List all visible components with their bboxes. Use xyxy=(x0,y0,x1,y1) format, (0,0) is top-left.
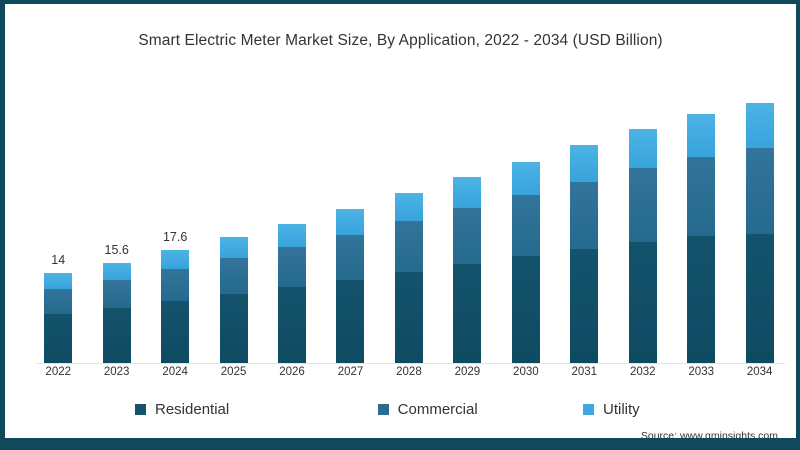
bar-segment-commercial[interactable] xyxy=(570,181,599,249)
x-axis-tick-2025: 2025 xyxy=(220,366,247,378)
legend-swatch-icon xyxy=(583,403,594,415)
bar-segment-utility[interactable] xyxy=(278,223,307,247)
x-axis-tick-2024: 2024 xyxy=(162,366,188,378)
stacked-bar[interactable] xyxy=(219,237,248,363)
bar-segment-commercial[interactable] xyxy=(278,246,307,288)
bar-segment-commercial[interactable] xyxy=(511,195,540,257)
x-axis-labels: 2022 2023 2024 2025 2026 2027 2028 2029 2030 2031… xyxy=(29,366,789,386)
stacked-bar[interactable] xyxy=(44,273,73,363)
bar-group xyxy=(615,74,670,363)
bar-group: 14 xyxy=(31,74,86,363)
bar-segment-residential[interactable] xyxy=(453,264,482,363)
bar-segment-commercial[interactable] xyxy=(219,258,248,295)
stacked-bar[interactable] xyxy=(628,128,657,363)
stacked-bar[interactable] xyxy=(102,262,131,363)
bar-segment-utility[interactable] xyxy=(102,262,131,281)
bar-group xyxy=(732,74,787,363)
bar-segment-utility[interactable] xyxy=(219,237,248,259)
legend-item-commercial[interactable]: Commercial xyxy=(377,400,583,418)
stacked-bar[interactable] xyxy=(453,177,482,363)
bar-segment-commercial[interactable] xyxy=(394,221,423,272)
source-note: Source: www.gminsights.com xyxy=(640,430,778,442)
x-axis-tick-2023: 2023 xyxy=(103,366,130,378)
bar-segment-utility[interactable] xyxy=(687,113,716,157)
bar-group xyxy=(557,74,612,363)
stacked-bar[interactable] xyxy=(336,208,365,363)
chart-title: Smart Electric Meter Market Size, By App… xyxy=(138,32,663,49)
bar-segment-utility[interactable] xyxy=(745,102,774,148)
bar-group xyxy=(498,74,553,363)
bar-segment-residential[interactable] xyxy=(336,279,365,363)
bar-value-label: 17.6 xyxy=(162,229,188,244)
x-axis-tick-2026: 2026 xyxy=(279,366,305,378)
stacked-bar[interactable] xyxy=(511,162,540,363)
bar-segment-residential[interactable] xyxy=(219,294,248,363)
legend-item-residential[interactable]: Residential xyxy=(135,401,378,418)
x-axis-tick-2031: 2031 xyxy=(571,366,598,378)
bar-segment-commercial[interactable] xyxy=(336,234,365,280)
bar-segment-commercial[interactable] xyxy=(628,168,657,242)
bar-segment-residential[interactable] xyxy=(687,235,716,363)
stacked-bar[interactable] xyxy=(745,102,774,363)
legend-item-utility[interactable]: Utility xyxy=(583,401,695,418)
bar-segment-residential[interactable] xyxy=(745,233,774,363)
bar-series-group: 14 15.6 17.6 xyxy=(29,74,789,363)
bar-group xyxy=(440,74,495,363)
legend-swatch-icon xyxy=(377,403,389,415)
bar-value-label: 14 xyxy=(51,253,66,268)
chart-inner-frame: Smart Electric Meter Market Size, By App… xyxy=(5,4,796,438)
bar-segment-utility[interactable] xyxy=(161,249,190,270)
x-axis-tick-2028: 2028 xyxy=(396,366,422,378)
bar-segment-commercial[interactable] xyxy=(102,280,131,309)
legend-label: Utility xyxy=(603,400,640,418)
x-axis-baseline xyxy=(37,363,785,364)
stacked-bar[interactable] xyxy=(570,145,599,363)
bar-segment-residential[interactable] xyxy=(628,241,657,363)
x-axis-tick-2034: 2034 xyxy=(746,366,773,378)
bar-segment-commercial[interactable] xyxy=(745,147,774,234)
bar-segment-residential[interactable] xyxy=(511,256,540,363)
x-axis-tick-2030: 2030 xyxy=(513,366,539,378)
chart-legend: Residential Commercial Utility xyxy=(135,396,695,422)
stacked-bar[interactable] xyxy=(278,223,307,363)
x-axis-tick-2029: 2029 xyxy=(454,366,481,378)
bar-segment-commercial[interactable] xyxy=(453,208,482,265)
bar-segment-utility[interactable] xyxy=(44,273,73,290)
stacked-bar[interactable] xyxy=(687,113,716,363)
x-axis-tick-2033: 2033 xyxy=(688,366,714,378)
stacked-bar[interactable] xyxy=(394,192,423,363)
bar-segment-utility[interactable] xyxy=(453,177,482,209)
bar-segment-utility[interactable] xyxy=(336,208,365,235)
bar-segment-residential[interactable] xyxy=(394,271,423,363)
bar-segment-residential[interactable] xyxy=(161,301,190,363)
bar-group xyxy=(323,74,378,363)
bar-segment-utility[interactable] xyxy=(570,145,599,182)
x-axis-tick-2027: 2027 xyxy=(337,366,364,378)
legend-label: Commercial xyxy=(397,400,478,418)
bar-segment-commercial[interactable] xyxy=(44,289,73,315)
bar-value-label: 15.6 xyxy=(104,242,129,257)
bar-group xyxy=(206,74,261,363)
bar-segment-utility[interactable] xyxy=(628,128,657,169)
bar-segment-commercial[interactable] xyxy=(687,156,716,236)
bar-segment-utility[interactable] xyxy=(394,192,423,222)
bar-segment-residential[interactable] xyxy=(102,308,131,363)
x-axis-tick-2032: 2032 xyxy=(629,366,656,378)
bar-segment-utility[interactable] xyxy=(511,162,540,196)
legend-swatch-icon xyxy=(135,403,146,415)
plot-area: 14 15.6 17.6 xyxy=(29,74,789,364)
bar-group: 15.6 xyxy=(89,74,144,363)
bar-group xyxy=(674,74,729,363)
bar-segment-residential[interactable] xyxy=(570,248,599,363)
stacked-bar[interactable] xyxy=(161,249,190,363)
bar-segment-commercial[interactable] xyxy=(161,269,190,302)
bar-segment-residential[interactable] xyxy=(44,314,73,363)
bar-segment-residential[interactable] xyxy=(278,287,307,363)
x-axis-tick-2022: 2022 xyxy=(45,366,72,378)
bar-group xyxy=(265,74,320,363)
legend-label: Residential xyxy=(155,400,230,418)
bar-group xyxy=(381,74,436,363)
bar-group: 17.6 xyxy=(148,74,203,363)
